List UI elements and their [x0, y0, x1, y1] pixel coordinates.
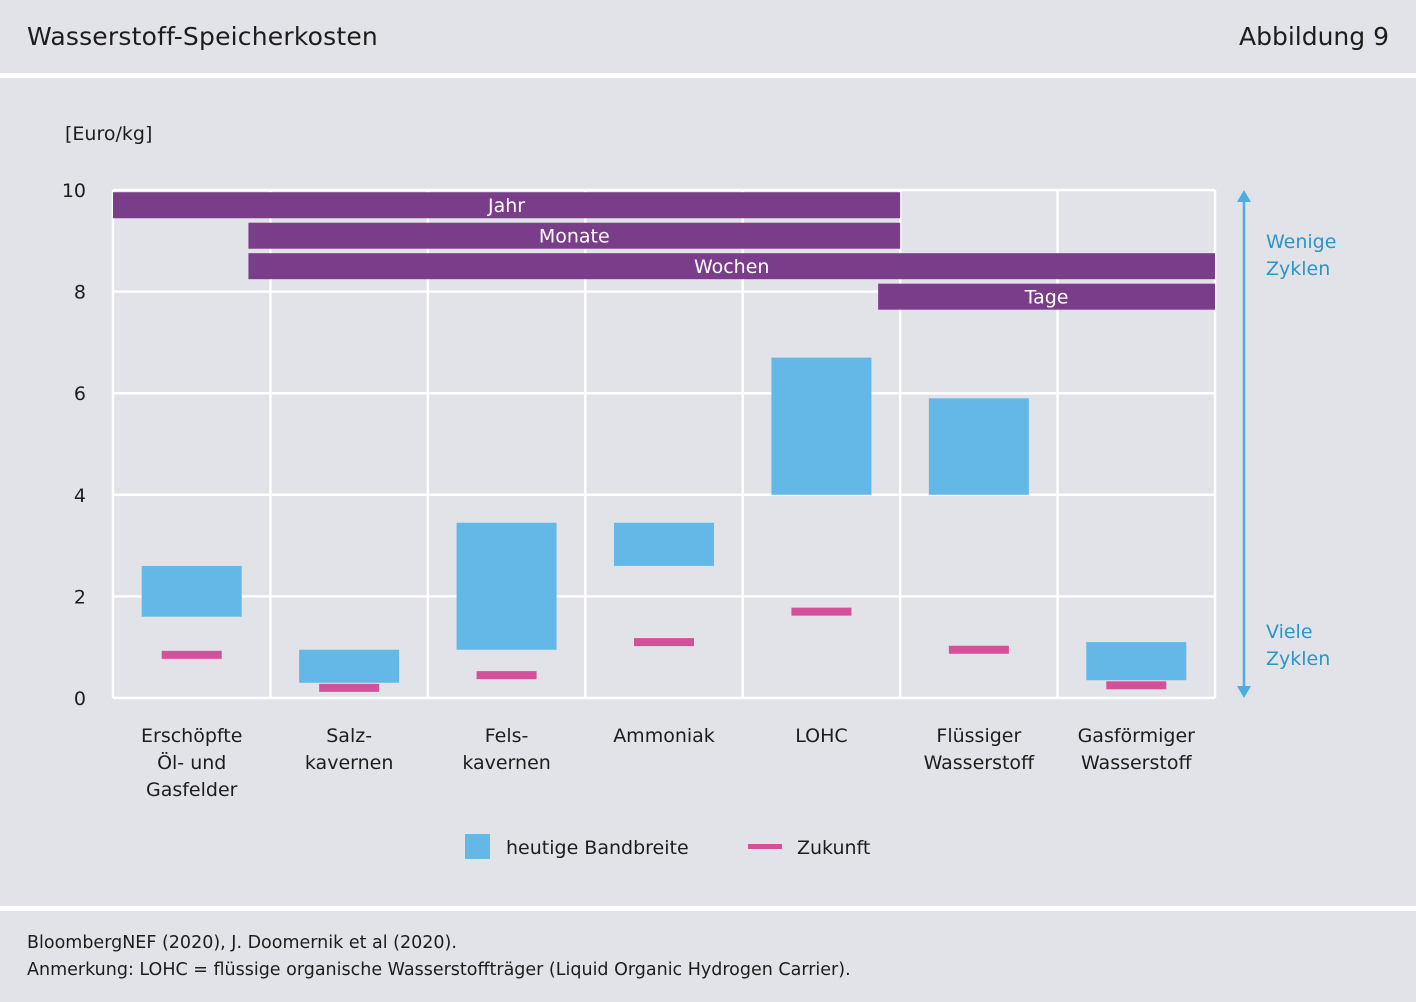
y-tick-labels: 0 2 4 6 8 10: [62, 180, 86, 710]
band-bar: [456, 522, 557, 650]
figure-label: Abbildung 9: [1238, 22, 1389, 51]
future-marker: [1106, 681, 1167, 690]
legend-swatch-future: [748, 844, 782, 849]
band-bar: [1086, 642, 1187, 681]
duration-bar-label: Tage: [1024, 287, 1069, 309]
x-tick-label: Salz-kavernen: [305, 725, 394, 774]
band-bar: [141, 565, 242, 617]
note-text: Anmerkung: LOHC = flüssige organische Wa…: [27, 960, 851, 980]
header: Wasserstoff-Speicherkosten Abbildung 9: [0, 0, 1416, 73]
footer-divider: [0, 906, 1416, 911]
x-tick-label: LOHC: [795, 725, 847, 747]
x-tick-label: Flüssiger Wasserstoff: [924, 725, 1035, 774]
y-tick-label: 6: [74, 383, 86, 405]
future-marker: [161, 650, 222, 659]
legend: heutige Bandbreite Zukunft: [465, 834, 870, 859]
band-bar: [614, 522, 714, 566]
duration-bar: [113, 192, 901, 219]
band-bar: [928, 398, 1029, 495]
legend-swatch-band: [465, 834, 490, 859]
legend-label-band: heutige Bandbreite: [506, 837, 689, 859]
page-title: Wasserstoff-Speicherkosten: [27, 22, 378, 51]
future-marker: [948, 645, 1009, 654]
duration-bars: Jahr Monate Wochen Tage: [113, 192, 1215, 310]
y-tick-label: 2: [74, 586, 86, 608]
future-marker: [634, 638, 694, 647]
future-marker: [791, 607, 852, 616]
header-divider: [0, 73, 1416, 78]
cycle-arrow: Wenige Zyklen Viele Zyklen: [1237, 190, 1336, 698]
y-tick-label: 0: [74, 688, 86, 710]
y-tick-label: 4: [74, 485, 86, 507]
duration-bar-label: Jahr: [487, 195, 525, 217]
arrow-head-up: [1237, 190, 1251, 202]
x-tick-label: Fels-kavernen: [462, 725, 551, 774]
duration-bar: [248, 253, 1215, 280]
arrow-head-down: [1237, 686, 1251, 698]
source-text: BloombergNEF (2020), J. Doomernik et al …: [27, 933, 457, 953]
duration-bar: [878, 283, 1215, 310]
future-marker: [319, 683, 380, 692]
arrow-bottom-label: Viele Zyklen: [1266, 621, 1330, 670]
arrow-top-label: Wenige Zyklen: [1266, 231, 1336, 280]
y-tick-label: 10: [62, 180, 86, 202]
duration-bar: [248, 222, 901, 249]
band-series: [141, 357, 1187, 683]
x-tick-label: Gasförmiger Wasserstoff: [1078, 725, 1196, 774]
y-axis-label: [Euro/kg]: [65, 123, 152, 145]
legend-label-future: Zukunft: [797, 837, 870, 859]
footer: BloombergNEF (2020), J. Doomernik et al …: [0, 911, 1416, 1002]
band-bar: [771, 357, 872, 495]
duration-bar-label: Monate: [539, 226, 610, 248]
x-tick-labels: Erschöpfte Öl- und Gasfelder Salz-kavernen F…: [141, 725, 1195, 801]
chart: [Euro/kg] 0 2 4 6 8 10 Jahr Monate Wochen Tage E…: [62, 123, 1336, 859]
x-tick-label: Ammoniak: [613, 725, 715, 747]
future-marker: [476, 671, 537, 680]
duration-bar-label: Wochen: [694, 256, 770, 278]
band-bar: [299, 649, 400, 683]
y-tick-label: 8: [74, 282, 86, 304]
x-tick-label: Erschöpfte Öl- und Gasfelder: [141, 725, 242, 801]
future-series: [161, 607, 1167, 692]
